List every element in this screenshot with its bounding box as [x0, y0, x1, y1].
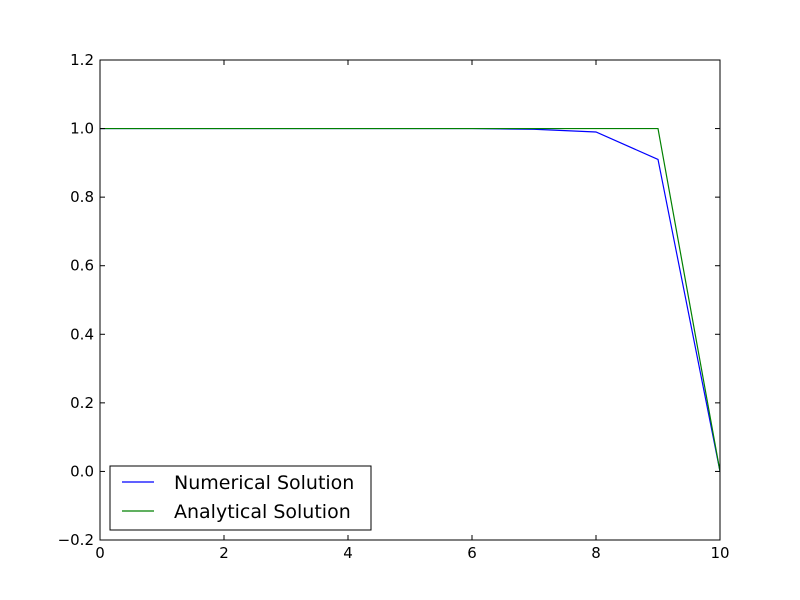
y-tick-label: 0.6 [70, 257, 94, 275]
x-tick-label: 4 [343, 544, 353, 562]
y-tick-label: 0.4 [70, 325, 94, 343]
y-tick-label: 0.8 [70, 188, 94, 206]
x-tick-label: 2 [219, 544, 229, 562]
y-tick-label: 0.2 [70, 394, 94, 412]
x-tick-label: 8 [591, 544, 601, 562]
series-line-analytical [100, 127, 720, 472]
y-tick-label: −0.2 [58, 531, 94, 549]
y-tick-label: 0.0 [70, 462, 94, 480]
x-tick-label: 6 [467, 544, 477, 562]
plot-area: 0 2 4 6 8 10 −0.2 0.0 0.2 0.4 0.6 0.8 1.0 1.2 [58, 51, 730, 562]
legend-box [109, 465, 372, 531]
x-tick-label: 10 [710, 544, 729, 562]
y-tick-label: 1.0 [70, 120, 94, 138]
axes-frame [99, 59, 721, 541]
legend-label: Analytical Solution [174, 501, 351, 523]
y-tick-label: 1.2 [70, 51, 94, 69]
legend-label: Numerical Solution [174, 472, 354, 494]
legend: Numerical Solution Analytical Solution [109, 465, 372, 531]
x-tick-label: 0 [95, 544, 105, 562]
